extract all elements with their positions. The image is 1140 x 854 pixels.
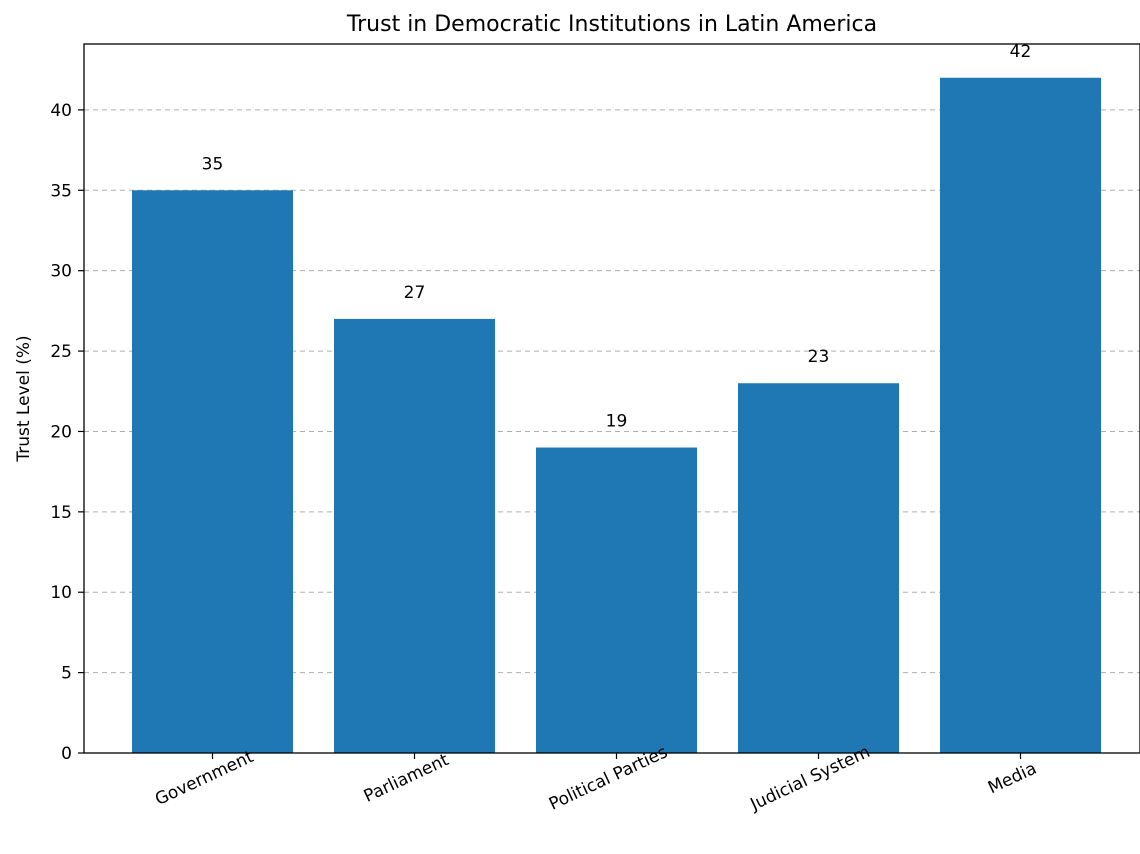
- x-tick-label: Parliament: [361, 750, 452, 807]
- y-tick-label: 0: [61, 744, 72, 764]
- y-tick-label: 5: [61, 664, 72, 684]
- x-tick-label: Government: [152, 747, 257, 810]
- bar-judicial-system: [738, 383, 899, 753]
- y-axis-ticks: 0 5 10 15 20 25 30 35 40: [50, 101, 84, 764]
- bar-political-parties: [536, 447, 697, 753]
- data-label: 42: [1010, 42, 1032, 62]
- x-tick-label: Media: [985, 759, 1040, 799]
- bar-media: [940, 77, 1101, 753]
- plot-frame: [83, 43, 1140, 754]
- axes: [83, 43, 1140, 754]
- data-label: 27: [404, 283, 426, 303]
- chart-title: Trust in Democratic Institutions in Lati…: [346, 12, 877, 37]
- data-label: 35: [202, 154, 224, 174]
- y-axis-label: Trust Level (%): [14, 335, 34, 462]
- y-tick-label: 40: [50, 101, 72, 121]
- y-tick-label: 35: [50, 181, 72, 201]
- y-tick-label: 10: [50, 583, 72, 603]
- y-tick-label: 25: [50, 342, 72, 362]
- y-tick-label: 15: [50, 503, 72, 523]
- y-tick-label: 20: [50, 422, 72, 442]
- y-tick-label: 30: [50, 262, 72, 282]
- bar-parliament: [334, 318, 495, 753]
- bar-government: [132, 190, 293, 754]
- data-label: 23: [808, 347, 830, 367]
- data-label: 19: [606, 412, 628, 432]
- bars: [132, 77, 1101, 754]
- data-labels: 35 27 19 23 42: [202, 42, 1032, 432]
